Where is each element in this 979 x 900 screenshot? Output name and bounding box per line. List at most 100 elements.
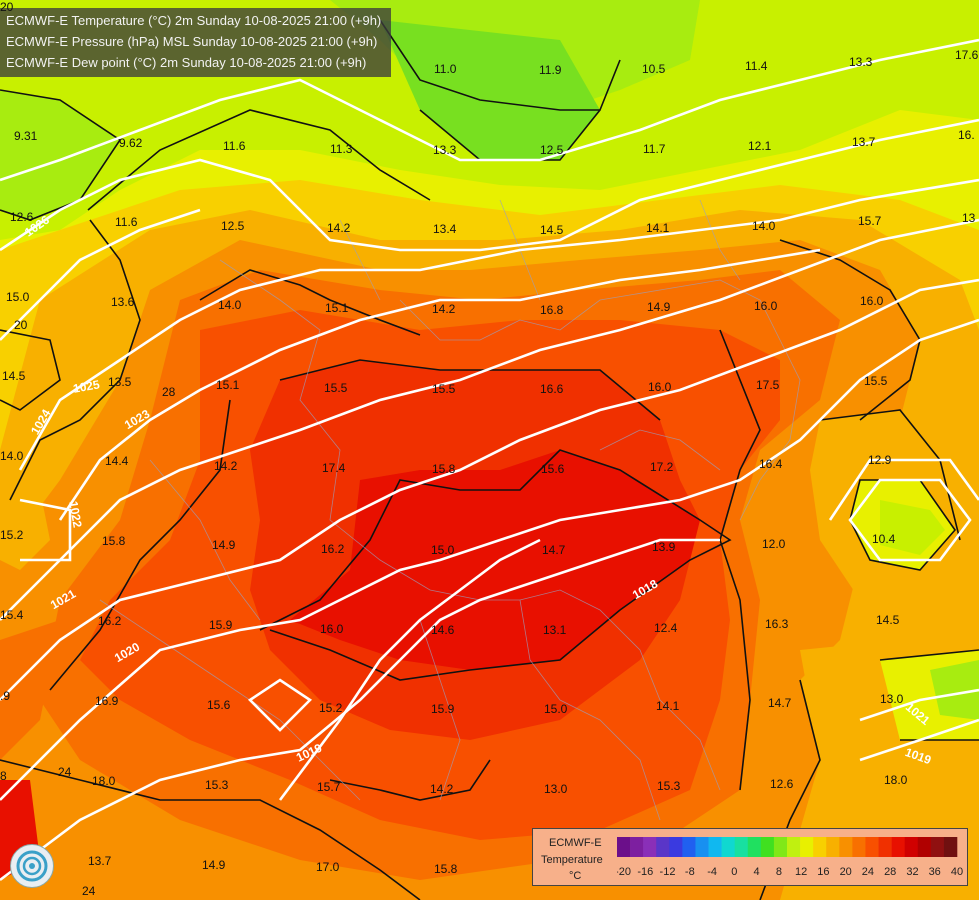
dewpoint-value-label: 15.1 [325,301,349,315]
dewpoint-value-label: 20 [14,318,28,332]
dewpoint-value-label: 12.0 [762,537,786,551]
dewpoint-value-label: 18.0 [884,773,908,787]
legend-swatch [708,837,722,857]
dewpoint-value-label: 17.2 [650,460,674,474]
dewpoint-value-label: 13.7 [88,854,112,868]
dewpoint-value-label: 14.5 [540,223,564,237]
dewpoint-value-label: 14.9 [212,538,236,552]
legend-tick-label: 24 [862,866,874,878]
dewpoint-value-label: 15.8 [432,462,456,476]
dewpoint-value-label: 15.0 [544,702,568,716]
dewpoint-value-label: 12.1 [748,139,772,153]
dewpoint-value-label: 14.0 [752,219,776,233]
dewpoint-value-label: 11.4 [745,59,768,73]
legend-model: ECMWF-E [549,837,602,849]
dewpoint-value-label: 17.6 [955,48,979,62]
dewpoint-value-label: 13.0 [880,692,904,706]
dewpoint-value-label: 14.9 [202,858,226,872]
dewpoint-value-label: 15.8 [434,862,458,876]
dewpoint-value-label: 14.7 [768,696,792,710]
dewpoint-value-label: 17.5 [756,378,780,392]
dewpoint-value-label: 16.0 [320,622,344,636]
dewpoint-value-label: 15.5 [324,381,348,395]
dewpoint-value-label: 28 [162,385,176,399]
dewpoint-value-label: 14.0 [218,298,242,312]
dewpoint-value-label: 14.1 [646,221,670,235]
legend-colorbar: -20 -16 -12 -8 -4 0 4 8 12 16 20 24 28 32 36 40 [617,837,963,878]
dewpoint-value-label: 15.7 [858,214,882,228]
map-title-box: ECMWF-E Temperature (°C) 2m Sunday 10-08… [0,8,392,77]
legend-tick-label: 0 [731,866,737,878]
title-dewpoint: ECMWF-E Dew point (°C) 2m Sunday 10-08-2… [6,55,367,70]
dewpoint-value-label: 14.7 [542,543,566,557]
legend-swatch [826,837,840,857]
legend-tick-label: -20 [617,866,631,878]
dewpoint-value-label: 16.3 [765,617,789,631]
dewpoint-value-label: 9.62 [119,136,143,150]
dewpoint-value-label: 15.2 [319,701,343,715]
legend-tick-label: 20 [840,866,852,878]
dewpoint-value-label: 9.31 [14,129,38,143]
dewpoint-value-label: 16. [958,128,975,142]
dewpoint-value-label: 13.1 [543,623,567,637]
dewpoint-value-label: 15.0 [431,543,455,557]
dewpoint-value-label: 16.8 [540,303,564,317]
dewpoint-value-label: 13 [962,211,976,225]
legend-swatch [787,837,801,857]
ecmwf-logo [10,844,54,888]
dewpoint-value-label: 15.6 [207,698,231,712]
legend-swatch [800,837,814,857]
dewpoint-value-label: 12.6 [770,777,794,791]
legend-swatch [852,837,866,857]
dewpoint-value-label: 16.0 [860,294,884,308]
dewpoint-value-label: 18.0 [92,774,116,788]
legend-tick-label: 8 [776,866,782,878]
dewpoint-value-label: 13.0 [544,782,568,796]
legend-swatch [656,837,670,857]
legend-tick-label: 36 [929,866,941,878]
color-legend: ECMWF-E Temperature °C -20 -16 -12 -8 -4 0 4 8 1… [532,828,968,886]
dewpoint-value-label: 10.4 [872,532,896,546]
legend-swatch [682,837,696,857]
dewpoint-value-label: 14.5 [876,613,900,627]
legend-tick-label: 32 [906,866,918,878]
legend-swatch [904,837,919,857]
dewpoint-value-label: 12.5 [221,219,245,233]
dewpoint-value-label: 24 [58,765,72,779]
legend-swatch [669,837,683,857]
dewpoint-value-label: 15.3 [205,778,229,792]
legend-swatch [721,837,735,857]
dewpoint-value-label: 15.3 [657,779,681,793]
dewpoint-value-label: 11.6 [115,215,138,229]
legend-swatch [930,837,945,857]
dewpoint-value-label: 15.9 [209,618,233,632]
legend-swatch [643,837,657,857]
dewpoint-value-label: 14.0 [0,449,24,463]
dewpoint-value-label: 16.2 [321,542,345,556]
dewpoint-value-label: 16.4 [759,457,783,471]
legend-unit: °C [569,870,582,882]
legend-swatch [747,837,762,857]
dewpoint-value-label: 15.8 [102,534,126,548]
legend-swatch [630,837,644,857]
dewpoint-value-label: 14.2 [214,459,238,473]
legend-swatch [813,837,827,857]
dewpoint-value-label: 16.6 [540,382,564,396]
title-temperature: ECMWF-E Temperature (°C) 2m Sunday 10-08… [6,13,382,28]
dewpoint-value-label: 15.4 [0,608,24,622]
dewpoint-value-label: 14.4 [105,454,129,468]
legend-swatch [917,837,932,857]
dewpoint-value-label: 14.1 [656,699,680,713]
legend-swatch [891,837,905,857]
dewpoint-value-label: 14.5 [2,369,26,383]
dewpoint-value-label: 14.6 [431,623,455,637]
dewpoint-value-label: 16.0 [648,380,672,394]
legend-swatch [839,837,853,857]
legend-swatch [760,837,775,857]
dewpoint-value-label: 16.2 [98,614,122,628]
dewpoint-value-label: 11.7 [643,142,666,156]
dewpoint-value-label: 20 [0,0,14,14]
dewpoint-value-label: 11.9 [539,63,562,77]
dewpoint-value-label: 16.0 [754,299,778,313]
